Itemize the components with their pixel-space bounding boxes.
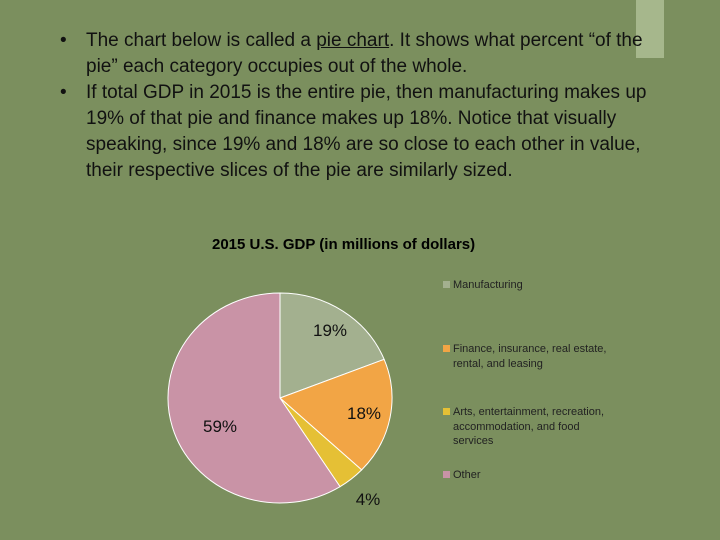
pie-slice-manufacturing <box>279 292 385 399</box>
legend-swatch <box>443 281 450 288</box>
chart-title: 2015 U.S. GDP (in millions of dollars) <box>212 236 476 253</box>
legend-item-manufacturing: Manufacturing <box>443 278 618 293</box>
data-label-other: 59% <box>203 417 237 436</box>
bullet-item-1: The chart below is called a pie chart. I… <box>58 28 658 80</box>
data-label-manufacturing: 19% <box>313 321 347 340</box>
bullet-item-2: If total GDP in 2015 is the entire pie, … <box>58 80 658 184</box>
legend-label: Other <box>453 469 481 481</box>
bullet-list: The chart below is called a pie chart. I… <box>58 28 658 184</box>
data-label-finance: 18% <box>347 404 381 423</box>
legend-label: Finance, insurance, real estate, rental,… <box>453 343 607 370</box>
legend-label: Manufacturing <box>453 279 523 291</box>
legend-item-other: Other <box>443 468 618 483</box>
legend-item-finance: Finance, insurance, real estate, rental,… <box>443 342 618 371</box>
legend-swatch <box>443 408 450 415</box>
legend-swatch <box>443 345 450 352</box>
pie-slice-other <box>167 292 341 504</box>
legend-swatch <box>443 471 450 478</box>
pie-chart-link[interactable]: pie chart <box>316 30 390 51</box>
legend-item-arts: Arts, entertainment, recreation, accommo… <box>443 405 618 449</box>
legend-label: Arts, entertainment, recreation, accommo… <box>453 406 605 447</box>
data-label-arts: 4% <box>356 490 381 509</box>
pie-slice-finance <box>279 358 393 471</box>
